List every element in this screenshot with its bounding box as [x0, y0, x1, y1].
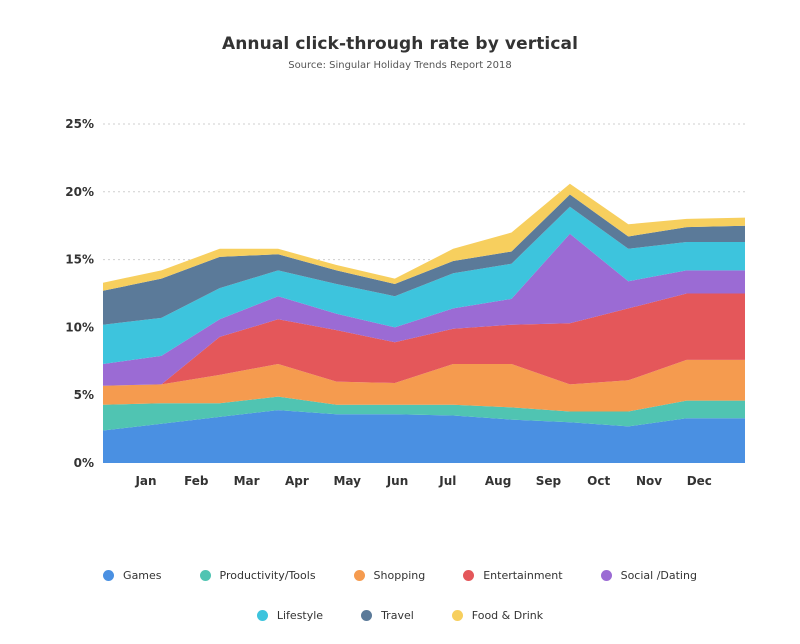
legend-item[interactable]: Games	[103, 569, 162, 582]
legend-swatch	[103, 570, 115, 581]
x-tick-label: Jan	[134, 474, 156, 488]
x-tick-label: Sep	[536, 474, 562, 488]
x-tick-label: May	[333, 474, 361, 488]
area-series-lifestyle	[103, 206, 745, 364]
legend-label: Games	[123, 569, 162, 582]
legend-swatch	[256, 610, 268, 621]
legend-item[interactable]: Productivity/Tools	[199, 569, 316, 582]
x-tick-label: Jun	[386, 474, 409, 488]
x-tick-label: Mar	[234, 474, 260, 488]
area-series-travel	[103, 194, 745, 325]
x-tick-label: Nov	[636, 474, 662, 488]
x-tick-label: Dec	[687, 474, 712, 488]
x-tick-label: Oct	[587, 474, 610, 488]
stacked-areas	[103, 183, 745, 463]
legend-label: Travel	[381, 609, 414, 622]
legend-swatch	[199, 570, 211, 581]
y-tick-label: 25%	[65, 117, 94, 131]
legend-swatch	[463, 570, 475, 581]
chart-subtitle: Source: Singular Holiday Trends Report 2…	[288, 60, 512, 71]
legend-item[interactable]: Lifestyle	[256, 609, 324, 622]
x-tick-label: Apr	[285, 474, 309, 488]
area-series-food-drink	[103, 183, 745, 291]
legend-label: Food & Drink	[471, 609, 544, 622]
x-tick-label: Jul	[438, 474, 456, 488]
area-series-shopping	[103, 359, 745, 412]
area-series-productivity-tools	[103, 396, 745, 431]
y-tick-label: 10%	[65, 320, 94, 334]
legend-row-1: Games Productivity/Tools Shopping Entertain…	[0, 569, 800, 582]
x-axis-ticks: Jan Feb Mar Apr May Jun Jul Aug Sep Oct Nov Dec	[134, 474, 711, 488]
legend-item[interactable]: Entertainment	[463, 569, 563, 582]
legend-swatch	[600, 570, 612, 581]
legend-row-2: Lifestyle Travel Food & Drink	[0, 609, 800, 622]
area-series-entertainment	[103, 293, 745, 386]
legend-item[interactable]: Food & Drink	[451, 609, 544, 622]
legend-label: Entertainment	[483, 569, 563, 582]
legend-item[interactable]: Shopping	[353, 569, 426, 582]
chart-title: Annual click-through rate by vertical	[221, 34, 579, 54]
legend-label: Productivity/Tools	[219, 569, 316, 582]
legend-swatch	[353, 570, 365, 581]
area-series-social-dating	[103, 233, 745, 386]
y-axis-ticks: 0% 5% 10% 15% 20% 25%	[65, 117, 94, 470]
legend-swatch	[361, 610, 373, 621]
area-series-games	[103, 410, 745, 463]
area-chart: 0% 5% 10% 15% 20% 25% Jan Feb Mar Apr May Jun Jul Au…	[65, 117, 745, 488]
y-tick-label: 0%	[74, 456, 94, 470]
legend-swatch	[451, 610, 463, 621]
x-tick-label: Aug	[485, 474, 511, 488]
legend-label: Shopping	[373, 569, 426, 582]
legend-item[interactable]: Travel	[361, 609, 414, 622]
y-tick-label: 20%	[65, 185, 94, 199]
x-tick-label: Feb	[184, 474, 209, 488]
y-tick-label: 15%	[65, 253, 94, 267]
legend-label: Social /Dating	[620, 569, 697, 582]
legend-label: Lifestyle	[276, 609, 324, 622]
y-tick-label: 5%	[74, 388, 94, 402]
legend-item[interactable]: Social /Dating	[600, 569, 697, 582]
